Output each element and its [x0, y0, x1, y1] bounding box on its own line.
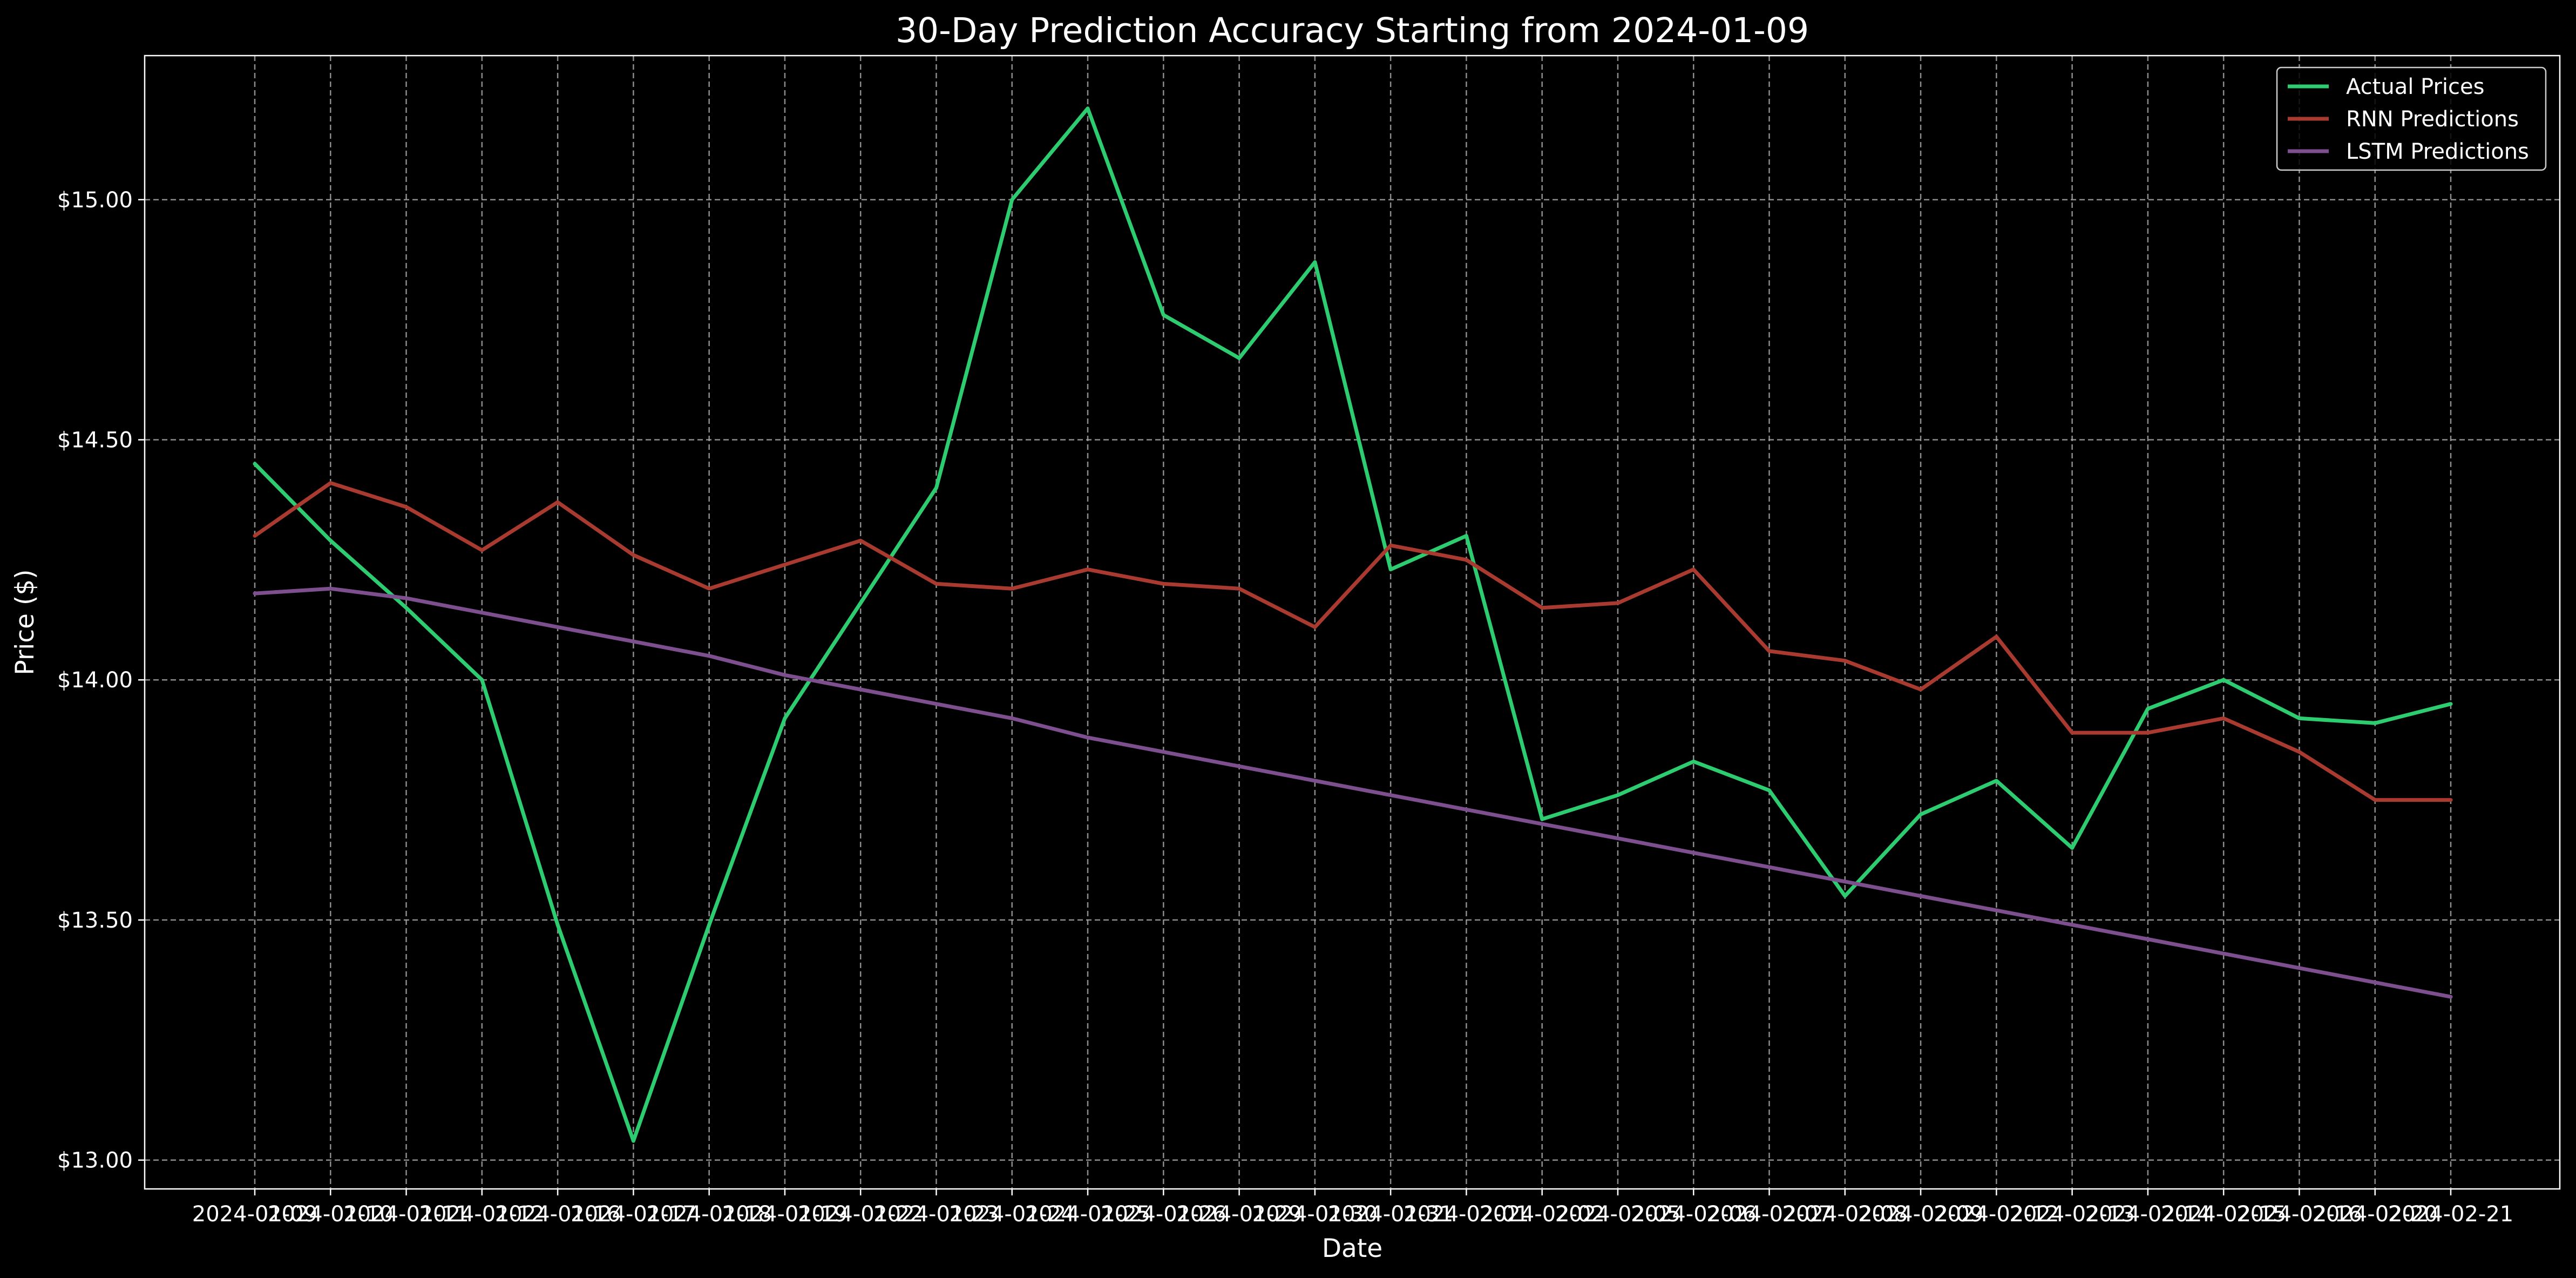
x-tick-label: 2024-02-14 [2085, 1202, 2211, 1227]
x-tick-label: 2024-01-17 [571, 1202, 696, 1227]
y-tick-label: $13.50 [57, 908, 133, 933]
x-tick-label: 2024-01-24 [950, 1202, 1075, 1227]
y-tick-label: $14.00 [57, 668, 133, 693]
x-tick-label: 2024-01-19 [722, 1202, 848, 1227]
x-tick-label: 2024-01-26 [1101, 1202, 1226, 1227]
x-tick-label: 2024-01-11 [343, 1202, 469, 1227]
x-tick-label: 2024-01-12 [419, 1202, 545, 1227]
x-axis-label: Date [1322, 1234, 1382, 1263]
x-tick-label: 2024-01-18 [646, 1202, 771, 1227]
y-axis-ticks: $13.00 $13.50 $14.00 $14.50 $15.00 [57, 188, 145, 1173]
series-lines [253, 106, 2453, 1143]
legend-label: LSTM Predictions [2346, 139, 2529, 164]
x-tick-label: 2024-02-09 [1858, 1202, 1983, 1227]
x-tick-label: 2024-01-30 [1252, 1202, 1378, 1227]
x-tick-label: 2024-01-22 [798, 1202, 923, 1227]
x-tick-label: 2024-02-05 [1555, 1202, 1680, 1227]
series-line-actual-prices [253, 106, 2453, 1143]
y-tick-label: $13.00 [57, 1148, 133, 1173]
legend-label: RNN Predictions [2346, 107, 2519, 132]
legend: Actual Prices RNN Predictions LSTM Predict… [2276, 66, 2547, 171]
y-tick-label: $15.00 [57, 188, 133, 213]
x-tick-label: 2024-02-15 [2161, 1202, 2286, 1227]
chart-title: 30-Day Prediction Accuracy Starting from… [896, 11, 1809, 50]
y-tick-label: $14.50 [57, 428, 133, 453]
x-tick-label: 2024-01-10 [268, 1202, 393, 1227]
grid-lines [145, 56, 2560, 1189]
x-tick-label: 2024-02-16 [2236, 1202, 2362, 1227]
series-line-rnn-predictions [253, 481, 2453, 802]
plot-frame [144, 55, 2561, 1190]
x-tick-label: 2024-01-29 [1176, 1202, 1301, 1227]
x-tick-label: 2024-02-07 [1706, 1202, 1832, 1227]
y-axis-label: Price ($) [10, 569, 40, 675]
x-axis-ticks: 2024-01-092024-01-102024-01-112024-01-12… [192, 1189, 2513, 1227]
x-tick-label: 2024-02-12 [1934, 1202, 2059, 1227]
x-tick-label: 2024-01-23 [873, 1202, 999, 1227]
x-tick-label: 2024-02-01 [1404, 1202, 1529, 1227]
x-tick-label: 2024-01-25 [1025, 1202, 1150, 1227]
x-tick-label: 2024-02-21 [2388, 1202, 2513, 1227]
x-tick-label: 2024-02-13 [2009, 1202, 2134, 1227]
legend-box [2276, 66, 2547, 171]
x-tick-label: 2024-02-06 [1631, 1202, 1756, 1227]
x-tick-label: 2024-01-09 [192, 1202, 317, 1227]
legend-label: Actual Prices [2346, 75, 2484, 99]
series-line-lstm-predictions [253, 586, 2453, 999]
x-tick-label: 2024-01-31 [1328, 1202, 1453, 1227]
x-tick-label: 2024-02-20 [2312, 1202, 2437, 1227]
x-tick-label: 2024-01-16 [495, 1202, 620, 1227]
x-tick-label: 2024-02-02 [1479, 1202, 1604, 1227]
x-tick-label: 2024-02-08 [1782, 1202, 1908, 1227]
